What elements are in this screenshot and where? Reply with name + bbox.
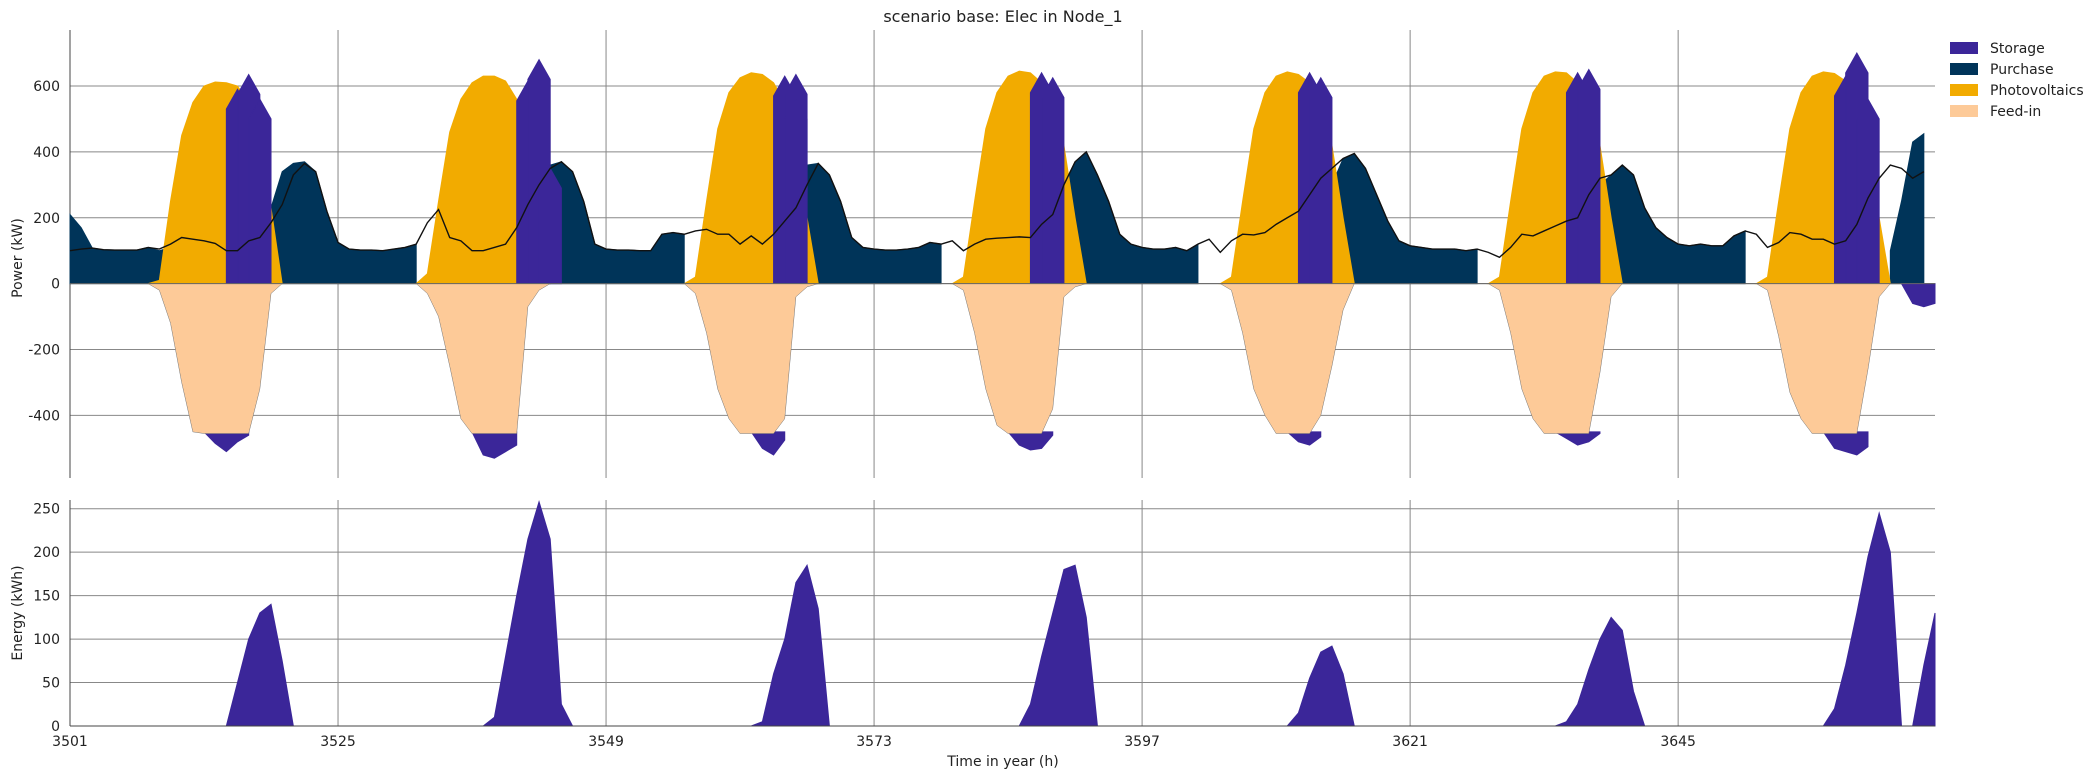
legend-swatch-feedin xyxy=(1950,105,1978,117)
y-tick-label: 200 xyxy=(33,211,60,227)
series-storage xyxy=(225,603,294,727)
series-purchase xyxy=(1331,152,1478,285)
series-storage-spike xyxy=(248,98,272,285)
chart-legend: Storage Purchase Photovoltaics Feed-in xyxy=(1950,41,2084,120)
x-tick-label: 3573 xyxy=(856,734,892,750)
series-storage-neg xyxy=(750,431,786,456)
series-storage-spike xyxy=(1577,68,1601,285)
series-storage-spike xyxy=(1041,76,1065,285)
y-tick-label: 250 xyxy=(33,502,60,518)
energy-panel: 0 50 100 150 200 250 3501 3525 3549 3573 3597 3621 3… xyxy=(33,499,1936,750)
y-tick-label: 400 xyxy=(33,145,60,161)
y-tick-label: 100 xyxy=(33,632,60,648)
series-purchase xyxy=(795,162,942,285)
series-feedin xyxy=(1219,283,1355,434)
series-storage-neg xyxy=(1007,431,1054,451)
series-purchase xyxy=(270,161,417,285)
y-axis-label-energy: Energy (kWh) xyxy=(10,565,26,660)
series-storage-neg xyxy=(1822,431,1869,456)
legend-label-feedin: Feed-in xyxy=(1990,104,2041,120)
series-storage-neg xyxy=(1285,431,1322,446)
x-tick-label: 3621 xyxy=(1392,734,1428,750)
series-storage-spike xyxy=(1309,76,1333,285)
series-storage-spike xyxy=(538,167,562,285)
legend-label-photovoltaics: Photovoltaics xyxy=(1990,83,2084,99)
y-tick-label: 0 xyxy=(51,719,60,735)
series-storage xyxy=(1286,645,1355,727)
x-tick-label: 3645 xyxy=(1660,734,1696,750)
y-tick-label: 0 xyxy=(51,277,60,293)
power-panel: -400 -200 0 200 400 600 xyxy=(28,30,1936,478)
series-storage xyxy=(481,499,574,727)
series-feedin xyxy=(415,283,552,434)
legend-swatch-storage xyxy=(1950,42,1978,54)
series-storage xyxy=(1822,511,1936,727)
series-storage-neg xyxy=(471,431,518,459)
series-storage-spike xyxy=(1856,98,1880,285)
x-tick-label: 3597 xyxy=(1124,734,1160,750)
y-tick-label: -400 xyxy=(28,408,60,424)
legend-label-purchase: Purchase xyxy=(1990,62,2054,78)
series-demand-line xyxy=(69,150,1925,259)
y-axis-label-power: Power (kW) xyxy=(10,218,26,298)
x-tick-label: 3549 xyxy=(588,734,624,750)
series-photovoltaics xyxy=(950,70,1087,285)
chart-title: scenario base: Elec in Node_1 xyxy=(883,7,1122,27)
series-storage-end xyxy=(1900,283,1936,308)
x-tick-label: 3501 xyxy=(52,734,88,750)
y-tick-label: -200 xyxy=(28,343,60,359)
series-feedin xyxy=(1755,283,1891,434)
legend-swatch-photovoltaics xyxy=(1950,84,1978,96)
y-tick-label: 50 xyxy=(42,676,60,692)
x-axis-label: Time in year (h) xyxy=(946,754,1058,770)
series-feedin xyxy=(1487,283,1623,434)
y-tick-label: 200 xyxy=(33,545,60,561)
series-feedin xyxy=(951,283,1087,434)
x-tick-label: 3525 xyxy=(320,734,356,750)
series-purchase xyxy=(1889,132,1925,285)
series-photovoltaics xyxy=(1218,71,1355,285)
series-storage-neg xyxy=(202,431,250,453)
legend-swatch-purchase xyxy=(1950,63,1978,75)
series-feedin xyxy=(147,283,283,434)
legend-label-storage: Storage xyxy=(1990,41,2045,57)
series-feedin xyxy=(683,283,819,434)
y-tick-label: 600 xyxy=(33,79,60,95)
series-storage-neg xyxy=(1553,431,1601,446)
series-storage xyxy=(1555,616,1646,727)
y-tick-label: 150 xyxy=(33,589,60,605)
series-storage xyxy=(751,563,830,727)
series-purchase xyxy=(1599,164,1746,285)
series-storage xyxy=(1018,564,1098,727)
